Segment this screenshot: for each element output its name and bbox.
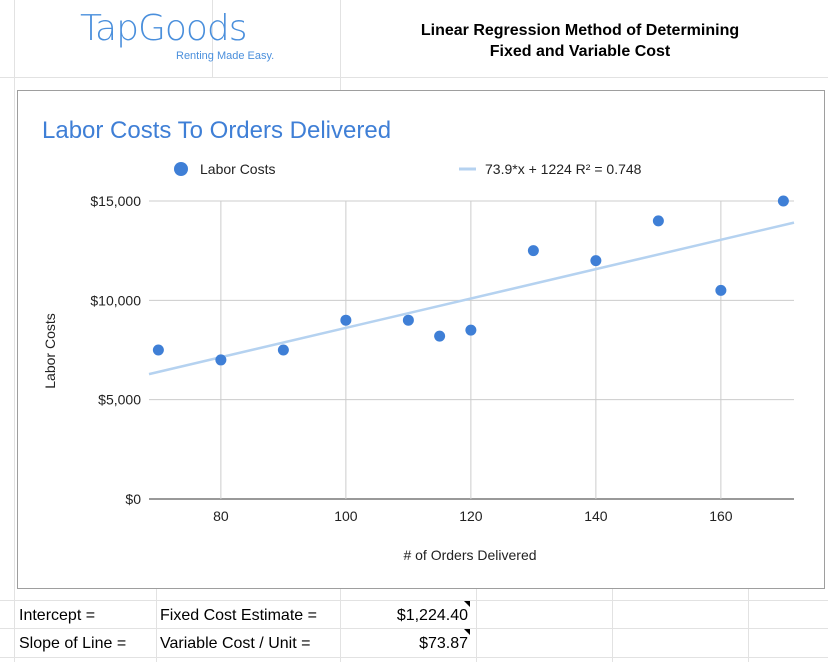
tapgoods-logo: TapGoods Renting Made Easy.	[80, 8, 274, 62]
data-point	[777, 195, 789, 207]
y-tick-label: $0	[125, 491, 141, 507]
trendline	[148, 221, 795, 376]
legend-series-label: Labor Costs	[200, 161, 275, 177]
title-line-1: Linear Regression Method of Determining	[420, 22, 740, 39]
x-tick-label: 160	[709, 508, 733, 524]
y-tick-label: $5,000	[98, 392, 141, 408]
variable-cost-value[interactable]: $73.87	[419, 635, 468, 652]
intercept-label: Intercept =	[19, 607, 96, 624]
logo-name: TapGoods	[80, 8, 247, 49]
data-point	[340, 314, 352, 326]
note-indicator-icon	[464, 629, 470, 635]
chart-title: Labor Costs To Orders Delivered	[42, 117, 391, 144]
note-indicator-icon	[464, 601, 470, 607]
x-axis-label: # of Orders Delivered	[403, 547, 536, 563]
variable-cost-label: Variable Cost / Unit =	[160, 635, 311, 652]
slope-label: Slope of Line =	[19, 635, 127, 652]
y-axis-label: Labor Costs	[42, 313, 58, 388]
data-point	[652, 215, 664, 227]
legend-marker-icon	[174, 162, 188, 176]
x-tick-label: 120	[459, 508, 483, 524]
data-point	[434, 330, 446, 342]
fixed-cost-value[interactable]: $1,224.40	[396, 607, 468, 624]
y-tick-label: $15,000	[90, 193, 141, 209]
sheet-title: Linear Regression Method of Determining …	[390, 20, 770, 62]
legend-trendline-label: 73.9*x + 1224 R² = 0.748	[485, 161, 642, 177]
data-point	[402, 314, 414, 326]
data-point	[715, 284, 727, 296]
data-point	[152, 344, 164, 356]
data-point	[215, 354, 227, 366]
y-tick-label: $10,000	[90, 292, 141, 308]
x-tick-label: 140	[584, 508, 608, 524]
fixed-cost-label: Fixed Cost Estimate =	[160, 607, 317, 624]
chart-svg: Labor Costs To Orders Delivered Labor Co…	[42, 117, 795, 563]
x-tick-label: 80	[213, 508, 229, 524]
data-point	[590, 255, 602, 267]
scatter-chart[interactable]: Labor Costs To Orders Delivered Labor Co…	[17, 90, 825, 589]
data-point	[465, 324, 477, 336]
x-tick-label: 100	[334, 508, 358, 524]
data-point	[527, 245, 539, 257]
title-line-2: Fixed and Variable Cost	[489, 43, 671, 60]
logo-tagline: Renting Made Easy.	[176, 50, 275, 62]
data-point	[277, 344, 289, 356]
